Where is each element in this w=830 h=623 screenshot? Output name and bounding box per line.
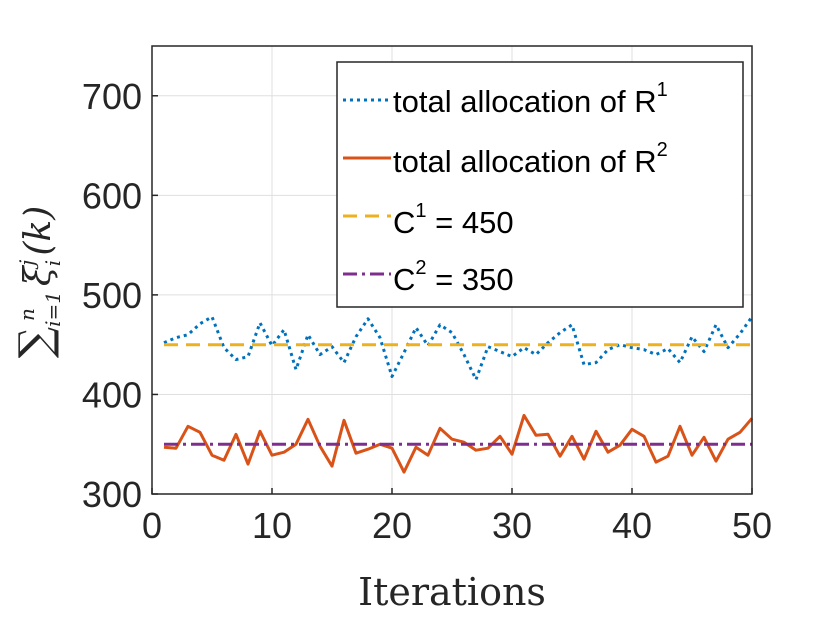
x-tick-label: 20 [372, 505, 412, 546]
y-tick-label: 400 [82, 374, 142, 415]
legend-box [336, 61, 744, 308]
axes-box [151, 45, 753, 495]
x-tick-label: 0 [142, 505, 162, 546]
x-tick-label: 50 [732, 505, 772, 546]
series-layer [163, 315, 754, 474]
y-tick-label: 300 [82, 474, 142, 515]
x-tick-label: 40 [612, 505, 652, 546]
legend-entry-r1: total allocation of R1 [393, 79, 668, 119]
legend: total allocation of R1 total allocation … [336, 61, 744, 308]
y-label-sub: i=1 [41, 291, 65, 327]
x-tick-label: 10 [252, 505, 292, 546]
legend-entry-c1: C1 = 450 [393, 200, 514, 240]
y-label-arg: (k) [18, 206, 59, 256]
y-label-xi: ξ [18, 264, 59, 286]
svg-text:∑i=1nξij(k): ∑i=1n ξij (k) [10, 206, 65, 359]
y-axis-label: ∑i=1n ξij (k) [10, 206, 65, 359]
legend-entry-c2: C2 = 350 [393, 257, 514, 297]
x-tick-label: 30 [492, 505, 532, 546]
y-label-sigma: ∑ [10, 327, 61, 358]
y-tick-label: 500 [82, 275, 142, 316]
y-label-xi-sub: i [41, 260, 65, 266]
ticks: 0 10 20 30 40 50 300 400 500 600 700 [82, 76, 772, 546]
y-label-sup: n [15, 308, 39, 321]
y-tick-label: 700 [82, 76, 142, 117]
y-tick-label: 600 [82, 175, 142, 216]
series-r2-line [163, 413, 754, 474]
legend-entry-r2: total allocation of R2 [393, 139, 668, 179]
x-axis-label: Iterations [358, 570, 546, 614]
y-label-xi-sup: j [15, 260, 39, 270]
